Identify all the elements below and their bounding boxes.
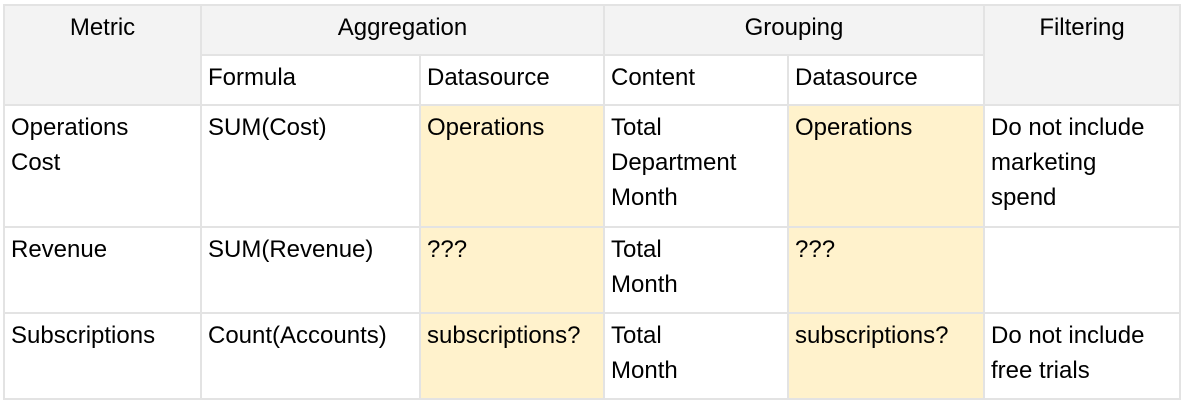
cell-metric[interactable]: Subscriptions: [3, 312, 202, 400]
cell-filtering[interactable]: Do not include marketing spend: [983, 104, 1181, 228]
cell-line: Subscriptions: [11, 322, 156, 349]
header-aggregation[interactable]: Aggregation: [200, 4, 605, 56]
cell-formula[interactable]: Count(Accounts): [200, 312, 421, 400]
cell-content[interactable]: Total Department Month: [603, 104, 789, 228]
cell-line: Department: [611, 149, 737, 176]
subheader-group-datasource[interactable]: Datasource: [787, 54, 985, 106]
cell-filtering[interactable]: Do not include free trials: [983, 312, 1181, 400]
subheader-content[interactable]: Content: [603, 54, 789, 106]
cell-metric[interactable]: Revenue: [3, 226, 202, 314]
cell-line: free trials: [991, 357, 1090, 384]
cell-line: Cost: [11, 149, 61, 176]
header-row: Metric Aggregation Grouping Filtering: [3, 4, 1181, 106]
subheader-row: Formula Datasource Content Datasource: [4, 54, 1180, 106]
cell-content[interactable]: Total Month: [603, 226, 789, 314]
cell-group-datasource[interactable]: Operations: [787, 104, 985, 228]
subheader-formula[interactable]: Formula: [200, 54, 421, 106]
cell-line: Total: [611, 114, 662, 141]
cell-line: Month: [611, 184, 678, 211]
table-row: Revenue SUM(Revenue) ??? Total Month ???: [3, 226, 1181, 314]
cell-line: spend: [991, 184, 1057, 211]
cell-agg-datasource[interactable]: Operations: [419, 104, 605, 228]
cell-line: Do not include: [991, 114, 1145, 141]
header-metric[interactable]: Metric: [3, 4, 202, 106]
header-filtering[interactable]: Filtering: [983, 4, 1181, 106]
cell-line: Total: [611, 236, 662, 263]
cell-line: Do not include: [991, 322, 1145, 349]
cell-line: Month: [611, 357, 678, 384]
cell-filtering[interactable]: [983, 226, 1181, 314]
cell-line: marketing: [991, 149, 1097, 176]
cell-line: Operations: [11, 114, 129, 141]
cell-line: Month: [611, 271, 678, 298]
cell-content[interactable]: Total Month: [603, 312, 789, 400]
cell-formula[interactable]: SUM(Revenue): [200, 226, 421, 314]
header-grouping[interactable]: Grouping: [603, 4, 985, 56]
cell-agg-datasource[interactable]: ???: [419, 226, 605, 314]
cell-agg-datasource[interactable]: subscriptions?: [419, 312, 605, 400]
cell-metric[interactable]: Operations Cost: [3, 104, 202, 228]
cell-formula[interactable]: SUM(Cost): [200, 104, 421, 228]
cell-group-datasource[interactable]: subscriptions?: [787, 312, 985, 400]
cell-line: Revenue: [11, 236, 108, 263]
subheader-agg-datasource[interactable]: Datasource: [419, 54, 605, 106]
metrics-table: Metric Aggregation Grouping Filtering Fo…: [3, 4, 1181, 400]
cell-group-datasource[interactable]: ???: [787, 226, 985, 314]
table-row: Subscriptions Count(Accounts) subscripti…: [3, 312, 1181, 400]
cell-line: Total: [611, 322, 662, 349]
table-row: Operations Cost SUM(Cost) Operations Tot…: [3, 104, 1181, 228]
